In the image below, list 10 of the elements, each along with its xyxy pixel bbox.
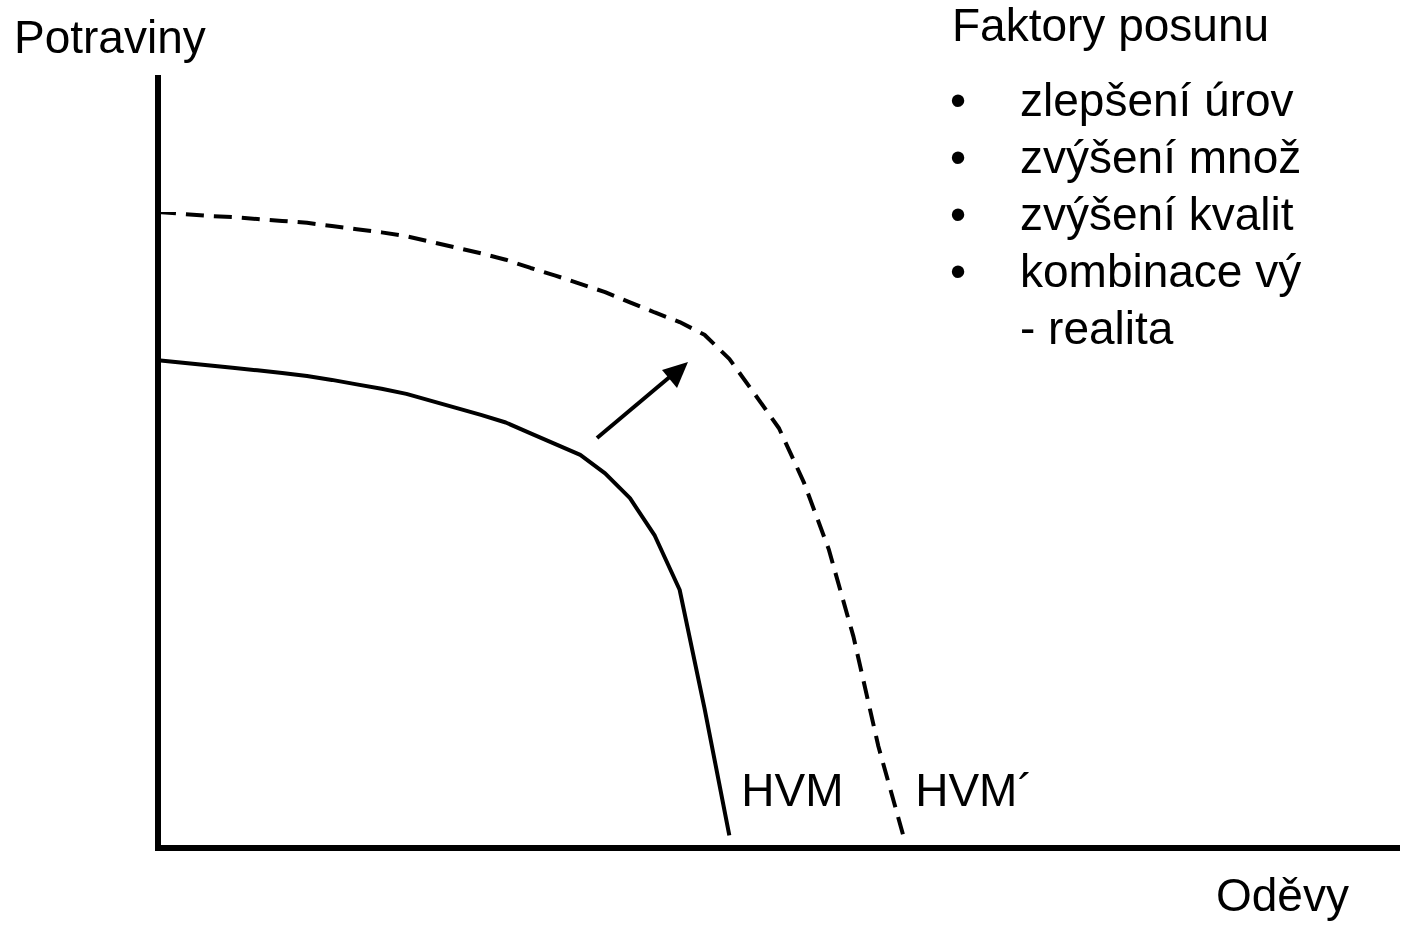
x-axis-title: Oděvy bbox=[1216, 869, 1349, 921]
text: • zlepšení úrov bbox=[950, 73, 1295, 128]
annotation: - realita bbox=[1019, 301, 1175, 356]
text: • zvýšení množ bbox=[950, 130, 1302, 185]
annotation: • kombinace vý bbox=[950, 244, 1302, 299]
y-axis-title: Potraviny bbox=[14, 11, 206, 63]
series-label: HVM´ bbox=[915, 763, 1033, 816]
annotation: • zvýšení kvalit bbox=[950, 187, 1295, 242]
series-label: HVM bbox=[741, 763, 844, 816]
chart-title: Faktory posunu bbox=[952, 0, 1270, 51]
